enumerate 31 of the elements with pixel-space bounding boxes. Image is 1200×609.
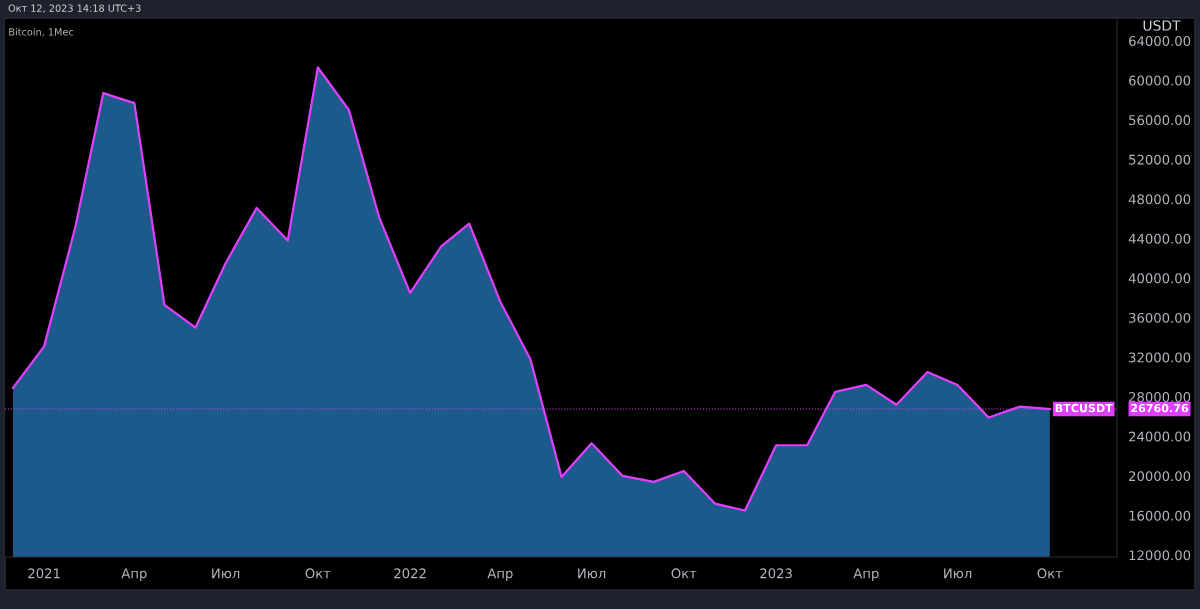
x-tick-label: Апр [853,568,879,581]
y-axis-title: USDT [1143,20,1181,31]
y-tick-label: 32000.00 [1129,352,1191,363]
y-tick-label: 12000.00 [1129,550,1191,561]
y-tick-label: 24000.00 [1129,431,1191,442]
y-tick-label: 52000.00 [1129,154,1191,165]
x-tick-label: 2022 [394,568,426,579]
x-tick-label: 2021 [28,568,60,579]
x-tick-label: Июл [578,568,606,579]
y-tick-label: 56000.00 [1129,115,1191,126]
text: 26760.76 [1131,403,1189,413]
y-tick-label: 64000.00 [1129,35,1191,46]
text: Окт 12, 2023 14:18 UTC+3 [8,4,141,13]
x-tick-label: Окт [305,568,331,579]
x-tick-label: Июл [212,568,240,579]
x-tick-label: Апр [487,568,513,581]
x-tick-label: Окт [1037,568,1063,579]
y-tick-label: 28000.00 [1129,392,1191,402]
y-tick-label: 44000.00 [1128,233,1191,244]
x-tick-label: Окт [671,568,697,579]
x-tick-label: 2023 [760,568,792,579]
ref-line-label: BTCUSDT [1055,403,1113,413]
y-tick-label: 36000.00 [1129,312,1191,323]
x-tick-label: Апр [121,568,147,581]
x-tick-label: Июл [944,568,972,579]
y-tick-label: 48000.00 [1128,194,1191,205]
y-tick-label: 20000.00 [1129,471,1191,482]
text: Bitcoin, 1Мес [9,28,74,37]
y-tick-label: 40000.00 [1128,273,1191,284]
y-tick-label: 60000.00 [1129,75,1191,86]
y-tick-label: 16000.00 [1129,510,1191,521]
